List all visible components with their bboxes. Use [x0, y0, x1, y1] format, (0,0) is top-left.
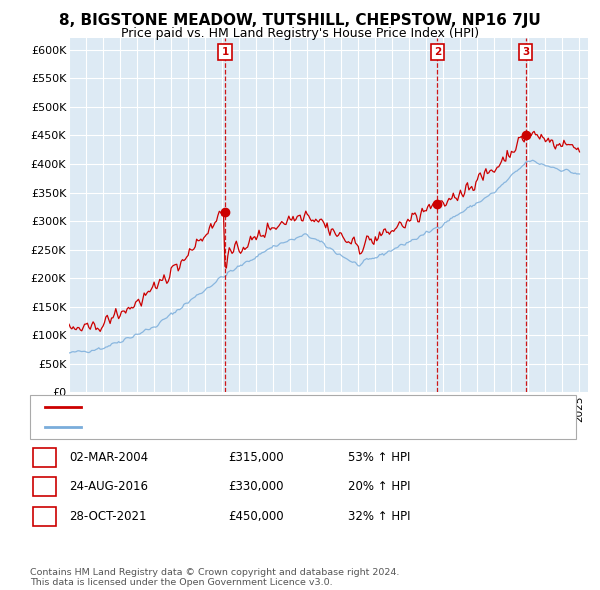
Text: Contains HM Land Registry data © Crown copyright and database right 2024.
This d: Contains HM Land Registry data © Crown c… — [30, 568, 400, 587]
Text: 8, BIGSTONE MEADOW, TUTSHILL, CHEPSTOW, NP16 7JU: 8, BIGSTONE MEADOW, TUTSHILL, CHEPSTOW, … — [59, 13, 541, 28]
Text: 02-MAR-2004: 02-MAR-2004 — [69, 451, 148, 464]
Text: 3: 3 — [41, 512, 48, 521]
Text: 32% ↑ HPI: 32% ↑ HPI — [348, 510, 410, 523]
Text: 2: 2 — [434, 47, 441, 57]
Text: 3: 3 — [522, 47, 529, 57]
Text: 20% ↑ HPI: 20% ↑ HPI — [348, 480, 410, 493]
Text: £330,000: £330,000 — [228, 480, 284, 493]
Text: Price paid vs. HM Land Registry's House Price Index (HPI): Price paid vs. HM Land Registry's House … — [121, 27, 479, 40]
Text: HPI: Average price, detached house, Forest of Dean: HPI: Average price, detached house, Fore… — [87, 422, 369, 432]
Text: 28-OCT-2021: 28-OCT-2021 — [69, 510, 146, 523]
Text: 2: 2 — [41, 482, 48, 491]
Text: 53% ↑ HPI: 53% ↑ HPI — [348, 451, 410, 464]
Text: 1: 1 — [221, 47, 229, 57]
Text: 8, BIGSTONE MEADOW, TUTSHILL, CHEPSTOW, NP16 7JU (detached house): 8, BIGSTONE MEADOW, TUTSHILL, CHEPSTOW, … — [87, 402, 497, 412]
Text: 24-AUG-2016: 24-AUG-2016 — [69, 480, 148, 493]
Text: 1: 1 — [41, 453, 48, 462]
Text: £315,000: £315,000 — [228, 451, 284, 464]
Text: £450,000: £450,000 — [228, 510, 284, 523]
